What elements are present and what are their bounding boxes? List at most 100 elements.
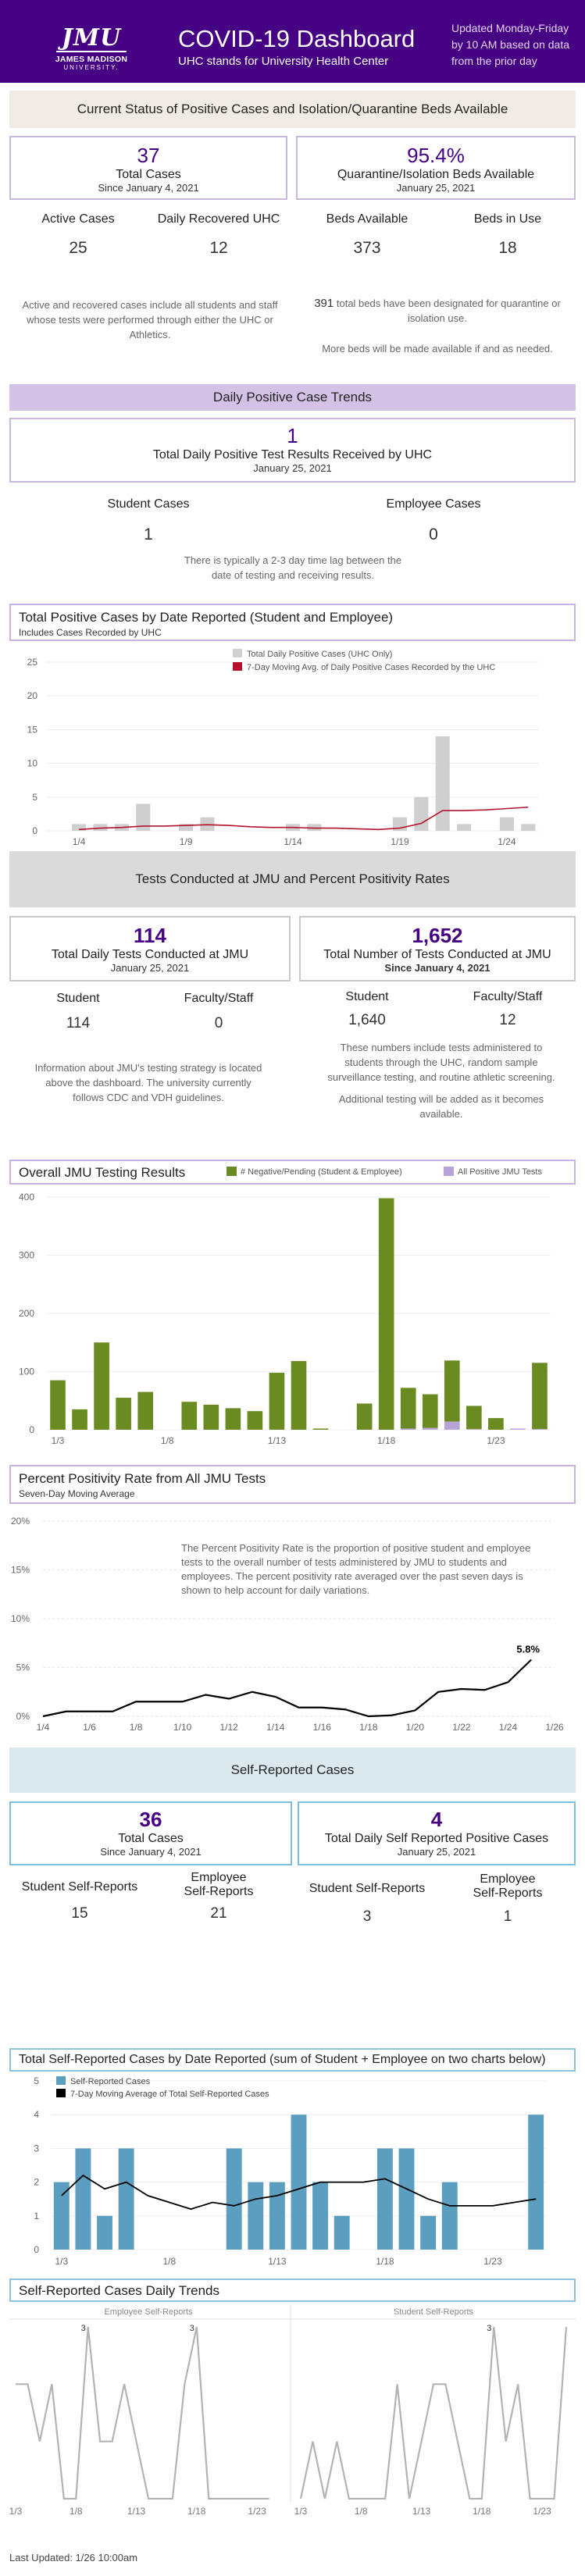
x-tick-label: 1/8 <box>161 1435 174 1446</box>
negative-bar <box>422 1394 438 1428</box>
y-tick-label: 5% <box>16 1662 30 1673</box>
panel-title: Employee Self-Reports <box>104 2307 193 2317</box>
daily-positive-card: 1 Total Daily Positive Test Results Rece… <box>9 418 576 483</box>
beds-pct-value: 95.4% <box>407 144 465 167</box>
lag-note: There is typically a 2-3 day time lag be… <box>184 554 402 581</box>
beds-available-value: 373 <box>353 239 381 257</box>
last-updated: Last Updated: 1/26 10:00am <box>9 2552 138 2564</box>
panel-title: Student Self-Reports <box>394 2307 474 2317</box>
case-bar <box>93 824 108 831</box>
legend-swatch-bars <box>56 2076 66 2085</box>
positivity-chart-title: Percent Positivity Rate from All JMU Tes… <box>19 1471 266 1486</box>
self-total-label: Total Cases <box>118 1832 184 1845</box>
daily-tests-date: January 25, 2021 <box>110 962 190 974</box>
peak-label: 3 <box>190 2324 194 2333</box>
testing-chart-title: Overall JMU Testing Results <box>19 1165 186 1180</box>
self-trends-title: Self-Reported Cases Daily Trends <box>19 2283 220 2298</box>
negative-bar <box>181 1402 198 1430</box>
daily-tests-value: 114 <box>134 924 166 947</box>
total-faculty-label: Faculty/Staff <box>473 990 543 1003</box>
tests-section-title: Tests Conducted at JMU and Percent Posit… <box>135 871 450 886</box>
self-reported-chart: 0 1 2 3 4 5 1/3 1/8 1/13 1/18 1/23 Self-Reported Ca… <box>34 2075 547 2267</box>
y-tick-label: 5 <box>34 2075 39 2086</box>
case-bar <box>414 796 429 831</box>
self-report-bar <box>334 2215 350 2250</box>
tests-more-note: Additional testing will be added as it b… <box>338 1093 544 1120</box>
tests-section-banner: Tests Conducted at JMU and Percent Posit… <box>9 851 576 907</box>
total-cases-label: Total Cases <box>116 168 181 181</box>
self-trends-header: Self-Reported Cases Daily Trends <box>9 2278 576 2302</box>
y-tick-label: 15 <box>27 724 38 735</box>
total-student-value: 1,640 <box>348 1012 386 1028</box>
dashboard-header <box>0 0 585 83</box>
x-tick-label: 1/23 <box>487 1435 505 1446</box>
self-moving-average-line <box>61 2174 537 2211</box>
x-tick-label: 1/24 <box>499 1722 518 1733</box>
y-tick-label: 20 <box>27 690 38 701</box>
tests-include-note: These numbers include tests administered… <box>327 1042 555 1083</box>
case-bar <box>435 736 450 831</box>
beds-in-use-label: Beds in Use <box>473 212 542 226</box>
status-section-title: Current Status of Positive Cases and Iso… <box>77 102 508 116</box>
case-bar <box>179 824 194 831</box>
legend-swatch-line <box>56 2089 66 2097</box>
positive-bar <box>422 1427 438 1430</box>
jmu-logo[interactable]: JMU JAMES MADISON UNIVERSITY. <box>55 24 128 72</box>
legend-swatch-bars <box>233 649 242 657</box>
total-cases-since: Since January 4, 2021 <box>98 182 199 194</box>
y-tick-label: 5 <box>32 792 37 803</box>
self-total-student-value: 15 <box>71 1905 88 1922</box>
negative-bar <box>50 1380 66 1430</box>
self-chart-header: Total Self-Reported Cases by Date Report… <box>9 2048 576 2072</box>
x-tick-label: 1/4 <box>73 836 86 847</box>
negative-bar <box>444 1360 460 1422</box>
negative-bar <box>488 1418 504 1430</box>
positives-chart-subtitle: Includes Cases Recorded by UHC <box>19 627 162 638</box>
positives-chart-title: Total Positive Cases by Date Reported (S… <box>19 610 394 625</box>
x-tick-label: 1/23 <box>248 2506 266 2517</box>
y-tick-label: 0% <box>16 1711 30 1722</box>
total-cases-card: 37 Total Cases Since January 4, 2021 <box>9 136 287 200</box>
negative-bar <box>466 1406 482 1430</box>
y-tick-label: 20% <box>11 1516 30 1527</box>
self-daily-student-value: 3 <box>362 1908 372 1925</box>
positive-bar <box>532 1429 548 1430</box>
self-report-bar <box>441 2182 458 2250</box>
negative-bar <box>532 1363 548 1430</box>
legend-label: All Positive JMU Tests <box>458 1167 542 1177</box>
legend-swatch-line <box>233 662 242 671</box>
negative-bar <box>312 1428 329 1430</box>
negative-bar <box>116 1398 131 1430</box>
y-tick-label: 1 <box>34 2211 39 2221</box>
self-report-bar <box>226 2148 242 2250</box>
total-cases-value: 37 <box>137 144 160 167</box>
negative-bar <box>247 1411 263 1430</box>
y-tick-label: 15% <box>11 1565 30 1576</box>
negative-bar <box>378 1198 394 1430</box>
x-tick-label: 1/19 <box>391 836 409 847</box>
positives-chart-header: Total Positive Cases by Date Reported (S… <box>9 604 576 641</box>
student-cases-value: 1 <box>144 526 153 543</box>
positivity-chart-header: Percent Positivity Rate from All JMU Tes… <box>9 1465 576 1504</box>
self-report-bar <box>118 2148 134 2250</box>
negative-bar <box>400 1388 416 1429</box>
case-bar <box>72 824 87 831</box>
daily-student-value: 114 <box>66 1015 91 1031</box>
negative-bar <box>269 1372 285 1430</box>
x-tick-label: 1/3 <box>55 2256 68 2267</box>
testing-chart: 0 100 200 300 400 1/3 1/8 1/13 1/18 1/23 # Negativ… <box>19 1167 551 1446</box>
moving-average-line <box>79 806 529 831</box>
positivity-value-label: 5.8% <box>516 1644 540 1655</box>
beds-available-card: 95.4% Quarantine/Isolation Beds Availabl… <box>296 136 576 200</box>
x-tick-label: 1/23 <box>483 2256 502 2267</box>
total-tests-since: Since January 4, 2021 <box>384 962 490 974</box>
total-tests-value: 1,652 <box>412 924 463 947</box>
positive-bar <box>510 1428 526 1430</box>
self-report-bar <box>291 2115 307 2250</box>
x-tick-label: 1/26 <box>545 1722 564 1733</box>
self-total-card: 36 Total Cases Since January 4, 2021 <box>9 1801 292 1865</box>
self-total-value: 36 <box>139 1808 162 1831</box>
daily-positive-label: Total Daily Positive Test Results Receiv… <box>152 448 433 461</box>
total-tests-label: Total Number of Tests Conducted at JMU <box>323 948 551 961</box>
x-tick-label: 1/18 <box>376 2256 394 2267</box>
